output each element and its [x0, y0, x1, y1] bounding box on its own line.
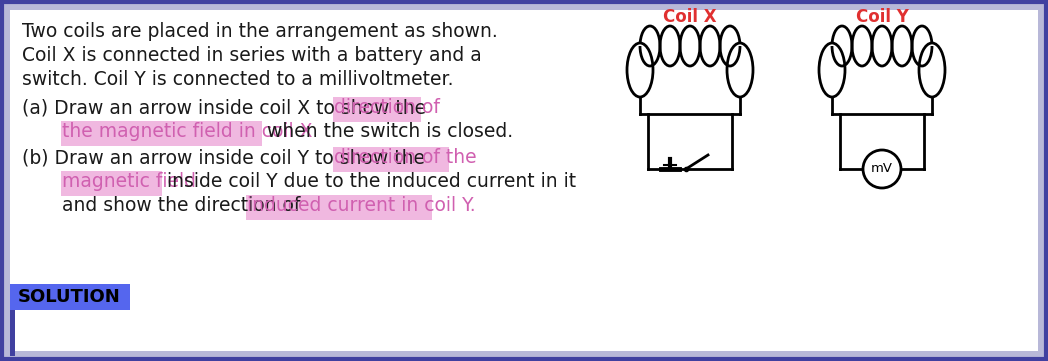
Ellipse shape — [919, 43, 945, 97]
Text: inside coil Y due to the induced current in it: inside coil Y due to the induced current… — [161, 172, 576, 191]
Circle shape — [863, 150, 901, 188]
Text: and show the direction of: and show the direction of — [62, 196, 306, 215]
Text: (b) Draw an arrow inside coil Y to show the: (b) Draw an arrow inside coil Y to show … — [22, 148, 431, 167]
Text: SOLUTION: SOLUTION — [18, 288, 121, 306]
Text: when the switch is closed.: when the switch is closed. — [261, 122, 512, 141]
Text: mV: mV — [871, 162, 893, 175]
Ellipse shape — [627, 43, 653, 97]
Text: Coil X is connected in series with a battery and a: Coil X is connected in series with a bat… — [22, 46, 482, 65]
Text: switch. Coil Y is connected to a millivoltmeter.: switch. Coil Y is connected to a millivo… — [22, 70, 454, 89]
Text: induced current in coil Y.: induced current in coil Y. — [246, 196, 475, 215]
FancyBboxPatch shape — [10, 10, 1038, 351]
Text: Two coils are placed in the arrangement as shown.: Two coils are placed in the arrangement … — [22, 22, 498, 41]
Ellipse shape — [818, 43, 845, 97]
Text: Coil Y: Coil Y — [855, 8, 909, 26]
FancyBboxPatch shape — [10, 284, 130, 310]
FancyBboxPatch shape — [10, 310, 15, 356]
FancyBboxPatch shape — [61, 121, 262, 146]
Ellipse shape — [727, 43, 754, 97]
Text: the magnetic field in coil X: the magnetic field in coil X — [62, 122, 312, 141]
Text: Coil X: Coil X — [663, 8, 717, 26]
Text: magnetic field: magnetic field — [62, 172, 196, 191]
Text: direction of: direction of — [334, 98, 440, 117]
FancyBboxPatch shape — [61, 171, 162, 196]
FancyBboxPatch shape — [245, 195, 432, 220]
FancyBboxPatch shape — [333, 97, 420, 122]
FancyBboxPatch shape — [333, 147, 449, 172]
Text: direction of the: direction of the — [334, 148, 477, 167]
Text: (a) Draw an arrow inside coil X to show the: (a) Draw an arrow inside coil X to show … — [22, 98, 432, 117]
